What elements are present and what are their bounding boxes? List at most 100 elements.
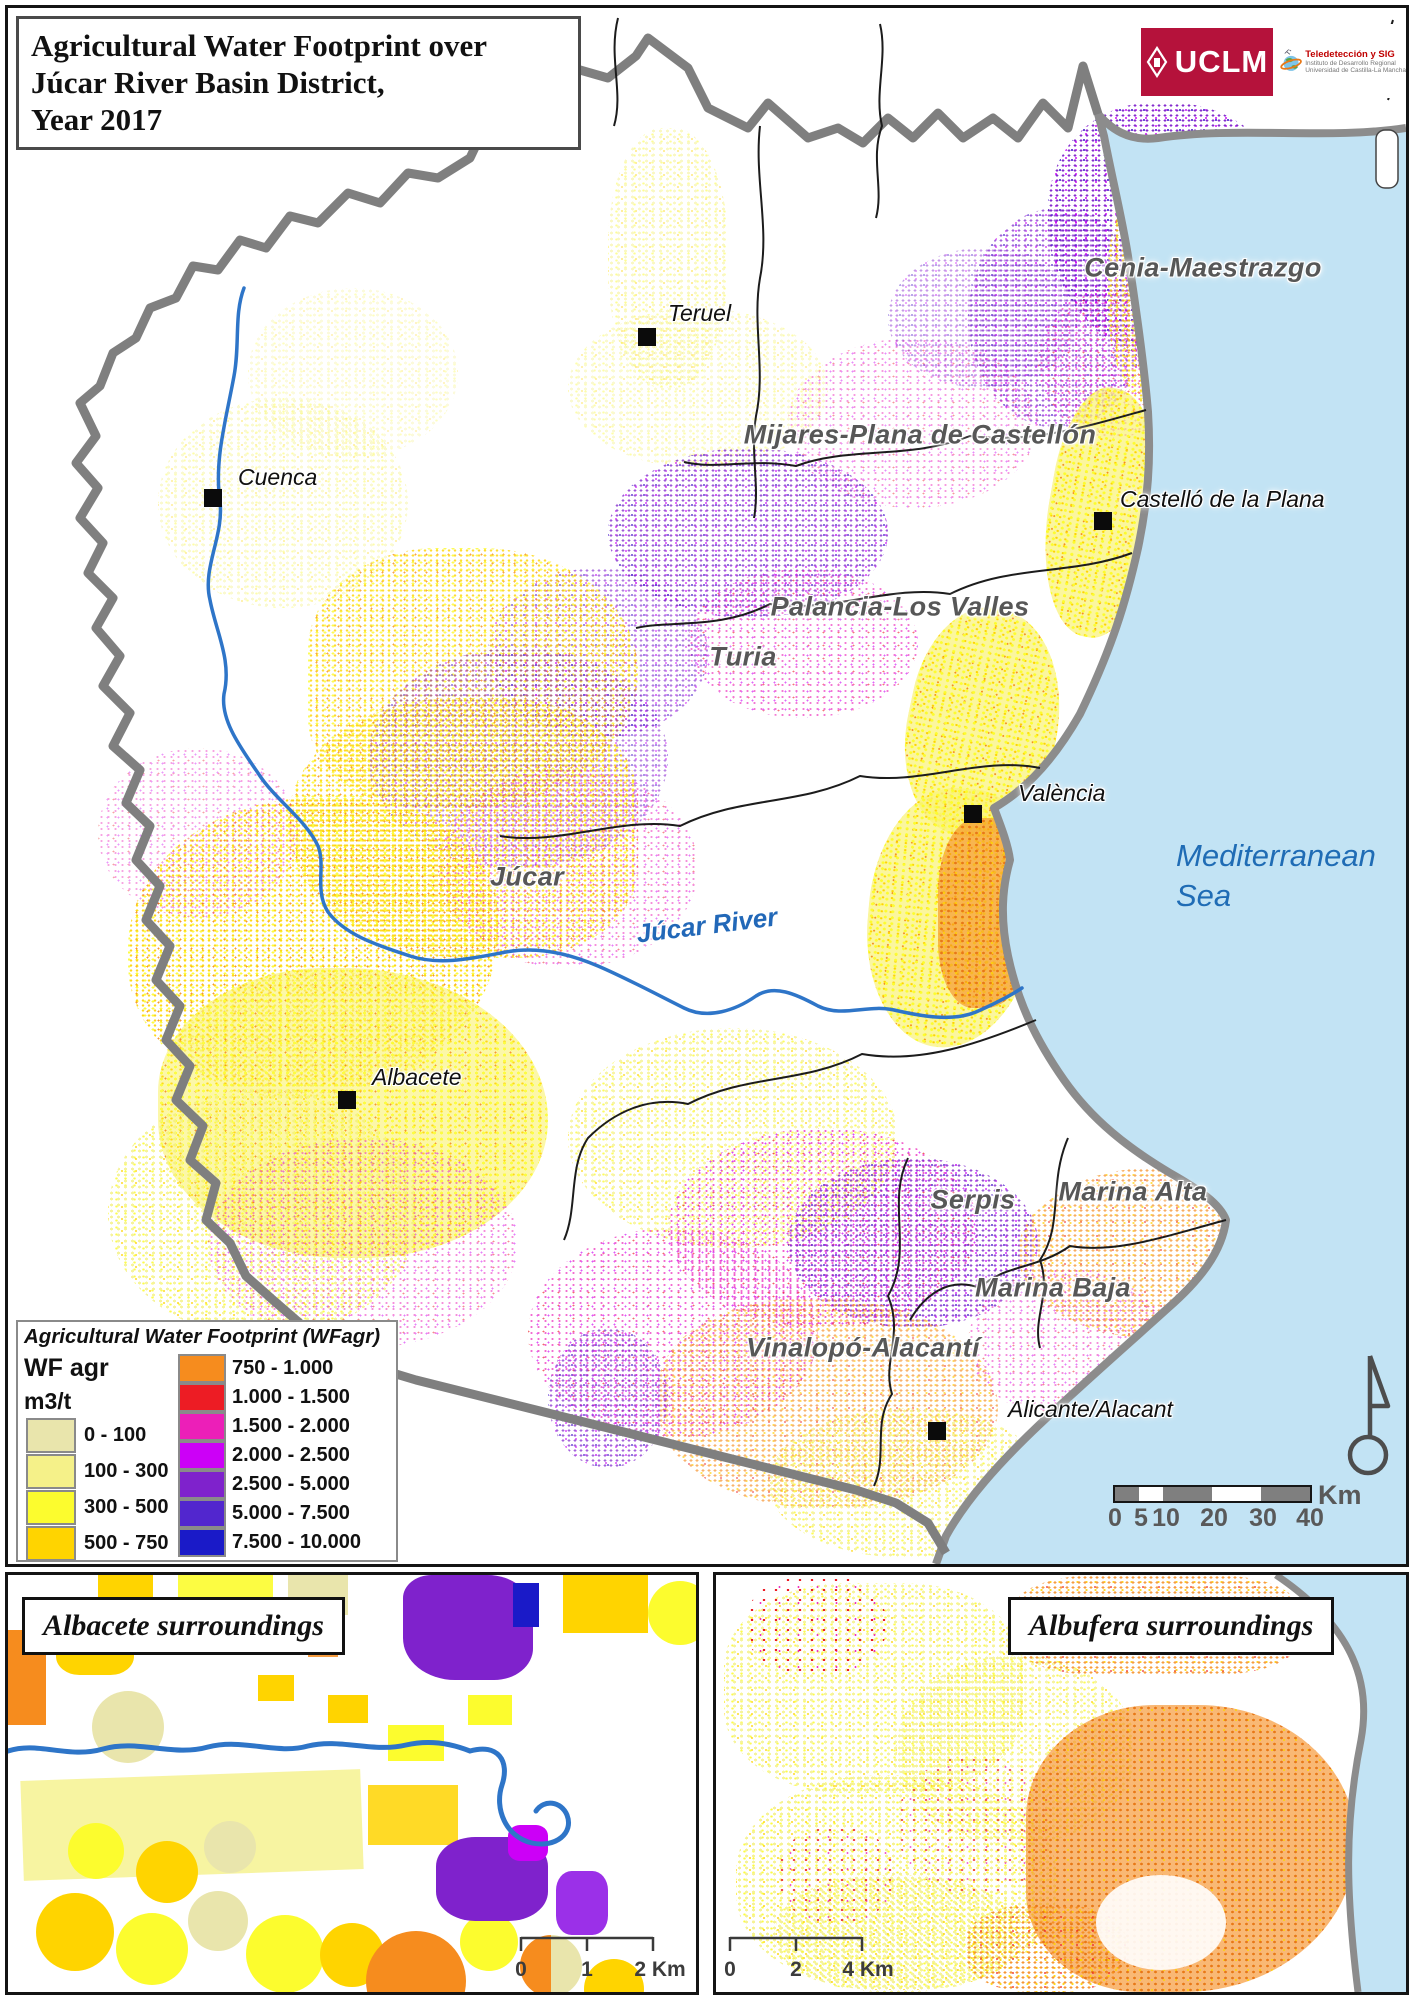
uclm-logo-text: UCLM: [1174, 44, 1269, 79]
legend-class-label: 750 - 1.000: [232, 1357, 334, 1379]
field-patch: [328, 1695, 368, 1723]
sea-label-line1: Mediterranean: [1176, 838, 1376, 873]
pivot-field-circle: [460, 1913, 518, 1971]
uclm-castle-icon: [1146, 46, 1168, 78]
pivot-field-circle: [68, 1823, 124, 1879]
legend-swatch: [178, 1528, 226, 1557]
pivot-field-circle: [520, 1935, 582, 1992]
region-label-vinalopo: Vinalopó-Alacantí: [746, 1332, 980, 1363]
coastline: [932, 110, 1406, 1564]
scale-tick: 0: [1108, 1504, 1122, 1532]
region-label-marina-alta: Marina Alta: [1058, 1176, 1208, 1207]
legend-class-label: 300 - 500: [84, 1496, 169, 1518]
boundary-line: [563, 1019, 1037, 1241]
legend-swatch: [178, 1354, 226, 1383]
city-marker-castello: [1094, 512, 1112, 530]
legend-swatch: [178, 1470, 226, 1499]
pivot-field-circle: [204, 1821, 256, 1873]
inset-scale-tick: 0: [724, 1958, 736, 1981]
city-marker-teruel: [638, 328, 656, 346]
city-marker-albacete: [338, 1091, 356, 1109]
boundary-line: [753, 125, 765, 519]
pivot-field-circle: [36, 1893, 114, 1971]
boundary-line: [613, 17, 619, 127]
legend-class-label: 5.000 - 7.500: [232, 1502, 350, 1524]
region-label-turia: Turia: [709, 641, 777, 672]
field-patch: [258, 1675, 294, 1701]
boundary-line: [1037, 1137, 1069, 1349]
institute-sub1: Instituto de Desarrollo Regional: [1305, 59, 1396, 67]
legend-swatch: [26, 1490, 76, 1525]
inset-albacete-river: [8, 1739, 571, 1847]
pivot-field-circle: [188, 1891, 248, 1951]
region-label-cenia-maestrazgo: Cenia-Maestrazgo: [1084, 252, 1322, 283]
sea-label: Mediterranean Sea: [1176, 836, 1376, 917]
legend-unit: m3/t: [24, 1388, 72, 1414]
legend: Agricultural Water Footprint (WFagr) WF …: [16, 1320, 398, 1562]
institute-sub2: Universidad de Castilla-La Mancha: [1305, 66, 1406, 74]
inset-scale-tick: 2 Km: [634, 1958, 686, 1981]
field-patch: [468, 1695, 512, 1725]
field-patch: [648, 1581, 696, 1645]
scale-segment: [1212, 1487, 1261, 1501]
scale-segment: [1139, 1487, 1163, 1501]
scale-tick: 40: [1296, 1504, 1324, 1532]
legend-swatch: [178, 1383, 226, 1412]
legend-swatch: [26, 1418, 76, 1453]
boundary-line: [873, 1157, 909, 1487]
pivot-field-circle: [116, 1913, 188, 1985]
institute-name: Teledetección y SIG: [1305, 48, 1395, 60]
city-label-albacete: Albacete: [372, 1064, 462, 1090]
boundary-line: [875, 23, 884, 219]
inset-scale-tick: 2: [790, 1958, 802, 1981]
inset-albufera: Albufera surroundings 0 2 4 Km: [713, 1572, 1409, 1995]
globe-satellite-icon: [1280, 49, 1302, 71]
sea: [936, 114, 1406, 1564]
region-label-palancia: Palancia-Los Valles: [770, 591, 1030, 622]
scale-segment: [1115, 1487, 1139, 1501]
field-patch: [403, 1575, 533, 1680]
sea-label-line2: Sea: [1176, 878, 1232, 914]
legend-class-label: 1.500 - 2.000: [232, 1415, 350, 1437]
field-patch: [368, 1785, 458, 1845]
map-geometry: [71, 17, 1406, 1564]
map-title-line3: Year 2017: [31, 102, 163, 138]
main-map: Cenia-Maestrazgo Mijares-Plana de Castel…: [5, 5, 1409, 1567]
legend-swatch: [178, 1441, 226, 1470]
legend-swatch: [26, 1526, 76, 1561]
boundary-line: [909, 1219, 1227, 1321]
city-label-valencia: València: [1018, 780, 1106, 806]
institute-logo: Teledetección y SIG Instituto de Desarro…: [1280, 24, 1406, 98]
legend-class-label: 500 - 750: [84, 1532, 169, 1554]
river-jucar: [206, 286, 1024, 1020]
pivot-field-circle: [246, 1915, 324, 1992]
scale-segment: [1163, 1487, 1212, 1501]
legend-class-label: 0 - 100: [84, 1424, 147, 1446]
inset-albacete: Albacete surroundings 0 1 2 Km: [5, 1572, 699, 1995]
legend-class-label: 100 - 300: [84, 1460, 169, 1482]
inset-scale-tick: 0: [515, 1958, 527, 1981]
region-label-jucar: Júcar: [489, 861, 565, 892]
legend-swatch: [26, 1454, 76, 1489]
city-marker-alicante: [928, 1422, 946, 1440]
boundary-line: [499, 764, 1041, 840]
inset-albufera-scalebar: [728, 1936, 864, 1951]
scale-unit: Km: [1318, 1480, 1362, 1510]
legend-class-label: 1.000 - 1.500: [232, 1386, 350, 1408]
legend-variable: WF agr: [24, 1354, 109, 1382]
uclm-logo: UCLM: [1141, 28, 1273, 96]
city-label-castello: Castelló de la Plana: [1120, 486, 1325, 512]
inset-scale-tick: 1: [581, 1958, 593, 1981]
field-patch: [563, 1575, 648, 1633]
field-patch: [556, 1871, 608, 1935]
inset-scale-tick: 4 Km: [842, 1958, 894, 1981]
inset-albufera-coast: [1274, 1575, 1406, 1992]
scale-segment: [1261, 1487, 1310, 1501]
city-label-cuenca: Cuenca: [238, 464, 318, 490]
city-label-teruel: Teruel: [668, 300, 732, 326]
lagoon: [1096, 1875, 1226, 1970]
legend-class-label: 7.500 - 10.000: [232, 1531, 361, 1553]
region-label-mijares: Mijares-Plana de Castellón: [743, 419, 1097, 450]
scale-bar: [1113, 1485, 1312, 1503]
